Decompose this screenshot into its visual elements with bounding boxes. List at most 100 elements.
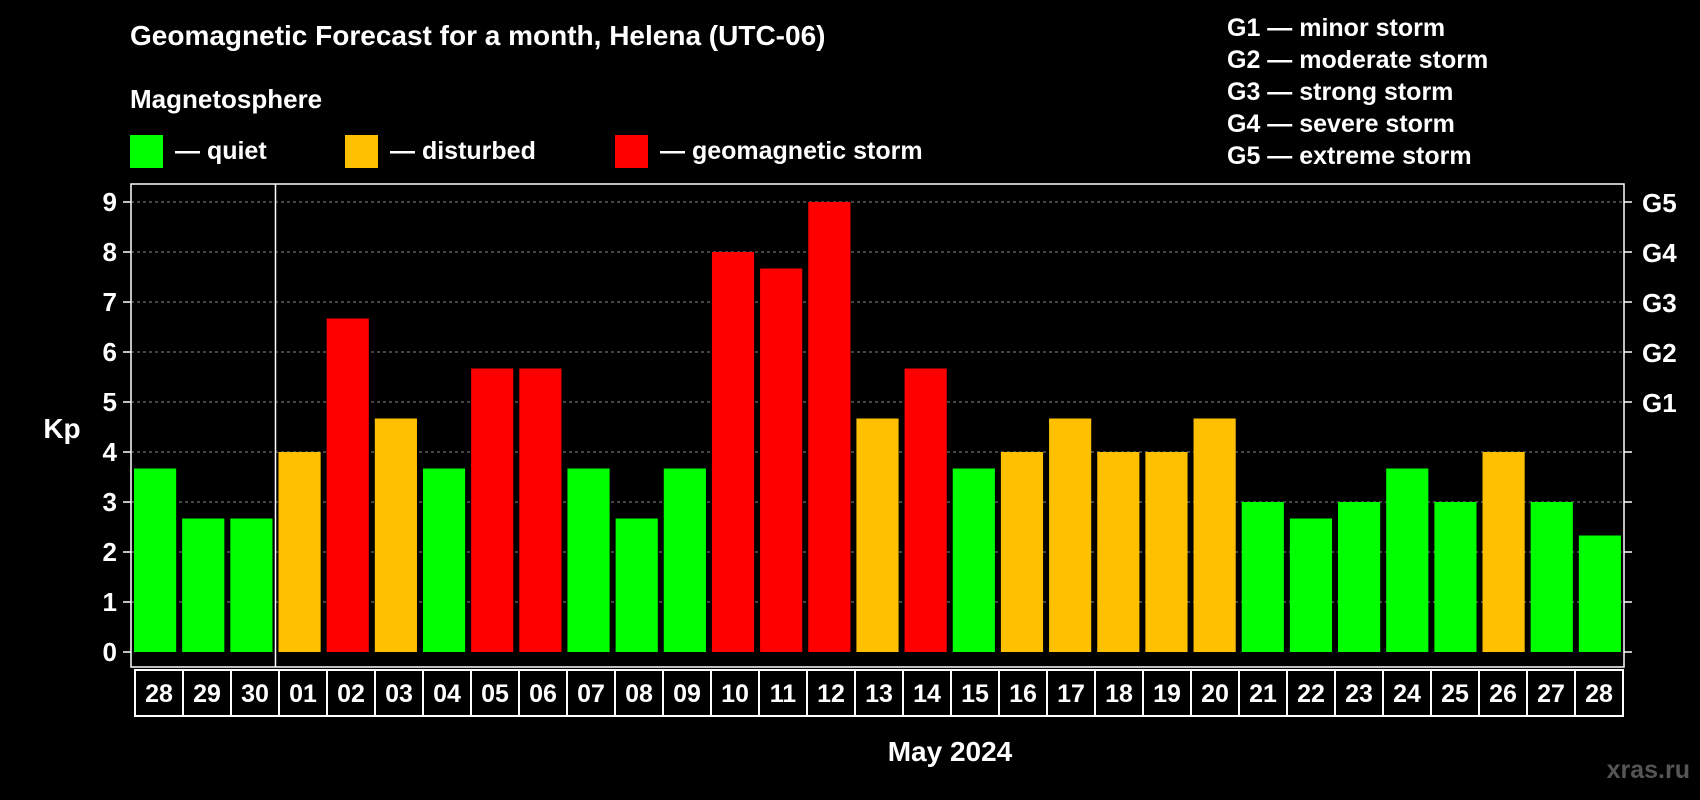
x-tick-label: 18 <box>1105 680 1133 708</box>
g-scale-item: G2 — moderate storm <box>1227 46 1489 74</box>
kp-bar <box>1386 468 1429 652</box>
y-axis-label: Kp <box>43 413 80 444</box>
magnetosphere-label: Magnetosphere <box>130 84 323 114</box>
x-tick-label: 14 <box>913 680 941 708</box>
kp-bar <box>1578 535 1621 652</box>
kp-bar <box>1193 418 1236 652</box>
kp-bar <box>567 468 610 652</box>
x-tick-label: 13 <box>865 680 893 708</box>
kp-bar <box>182 518 225 652</box>
x-tick-label: 16 <box>1009 680 1037 708</box>
y-tick-label: 3 <box>103 487 117 517</box>
kp-bar <box>760 268 803 652</box>
x-tick-label: 08 <box>625 680 653 708</box>
kp-bar <box>471 368 514 652</box>
kp-bar <box>422 468 466 652</box>
kp-bar <box>1000 452 1044 652</box>
kp-bar <box>1145 452 1188 652</box>
kp-bar <box>1338 502 1381 652</box>
x-tick-label: 12 <box>817 680 845 708</box>
x-tick-label: 29 <box>193 680 221 708</box>
date-axis-frame <box>134 669 1624 717</box>
g-level-label: G2 <box>1642 338 1677 368</box>
x-tick-label: 30 <box>241 680 269 708</box>
watermark: xras.ru <box>1606 756 1690 784</box>
kp-bar <box>1097 452 1140 652</box>
y-tick-label: 1 <box>103 587 117 617</box>
kp-bar <box>663 468 706 652</box>
x-tick-label: 24 <box>1393 680 1421 708</box>
x-tick-label: 15 <box>961 680 989 708</box>
x-tick-label: 23 <box>1345 680 1373 708</box>
legend-quiet-label: — quiet <box>175 136 267 165</box>
kp-bar <box>904 368 947 652</box>
legend-quiet-swatch <box>130 134 163 168</box>
y-tick-label: 6 <box>103 337 117 367</box>
legend-quiet: — quiet <box>130 134 267 168</box>
legend-disturbed-swatch <box>345 134 378 168</box>
legend-storm-label: — geomagnetic storm <box>660 136 923 165</box>
kp-bar <box>519 368 562 652</box>
x-tick-label: 22 <box>1297 680 1325 708</box>
x-tick-label: 28 <box>1585 680 1613 708</box>
g-scale-item: G3 — strong storm <box>1227 78 1454 106</box>
g-scale-item: G4 — severe storm <box>1227 110 1455 138</box>
x-tick-label: 10 <box>721 680 749 708</box>
g-scale-item: G5 — extreme storm <box>1227 142 1472 170</box>
kp-bar <box>856 418 899 652</box>
kp-bar <box>1482 452 1525 652</box>
legend-disturbed-label: — disturbed <box>390 136 536 165</box>
kp-bar <box>808 202 851 652</box>
y-tick-label: 0 <box>103 637 117 667</box>
g-scale-item: G1 — minor storm <box>1227 14 1446 42</box>
x-tick-label: 20 <box>1201 680 1229 708</box>
month-label: May 2024 <box>887 736 1013 767</box>
kp-bar <box>1241 502 1284 652</box>
x-tick-label: 07 <box>577 680 605 708</box>
legend-disturbed: — disturbed <box>345 134 536 168</box>
kp-bar <box>1049 418 1092 652</box>
kp-bar <box>615 518 658 652</box>
kp-bar <box>326 318 369 652</box>
kp-bar <box>1289 518 1333 652</box>
kp-bar <box>711 252 755 652</box>
x-tick-label: 28 <box>145 680 173 708</box>
x-tick-label: 06 <box>529 680 557 708</box>
kp-bar <box>230 518 273 652</box>
chart-title: Geomagnetic Forecast for a month, Helena… <box>130 20 826 51</box>
x-tick-label: 19 <box>1153 680 1181 708</box>
kp-bar <box>952 468 995 652</box>
y-tick-label: 2 <box>103 537 117 567</box>
y-tick-label: 9 <box>103 187 117 217</box>
kp-bar <box>1434 502 1477 652</box>
x-tick-label: 17 <box>1057 680 1085 708</box>
x-tick-label: 05 <box>481 680 509 708</box>
x-tick-label: 25 <box>1441 680 1469 708</box>
kp-bar <box>278 452 321 652</box>
x-tick-label: 11 <box>770 680 797 708</box>
x-tick-label: 03 <box>385 680 413 708</box>
kp-bar <box>1530 502 1573 652</box>
x-tick-label: 02 <box>337 680 365 708</box>
y-tick-label: 8 <box>103 237 117 267</box>
x-tick-label: 04 <box>433 680 461 708</box>
x-tick-label: 27 <box>1537 680 1565 708</box>
legend-storm: — geomagnetic storm <box>615 134 923 168</box>
legend-storm-swatch <box>615 134 648 168</box>
g-level-label: G1 <box>1642 388 1677 418</box>
kp-bar <box>134 468 177 652</box>
x-tick-label: 21 <box>1249 680 1277 708</box>
x-tick-label: 01 <box>289 680 317 708</box>
x-tick-label: 09 <box>673 680 701 708</box>
g-level-label: G5 <box>1642 188 1677 218</box>
g-level-label: G3 <box>1642 288 1677 318</box>
plot-frame <box>130 183 1625 668</box>
x-tick-label: 26 <box>1489 680 1517 708</box>
g-scale-legend: G1 — minor storm G2 — moderate storm G3 … <box>1227 12 1488 172</box>
y-tick-label: 4 <box>103 437 118 467</box>
kp-bar <box>374 418 417 652</box>
y-tick-label: 5 <box>103 387 117 417</box>
g-level-label: G4 <box>1642 238 1677 268</box>
y-tick-label: 7 <box>103 287 117 317</box>
